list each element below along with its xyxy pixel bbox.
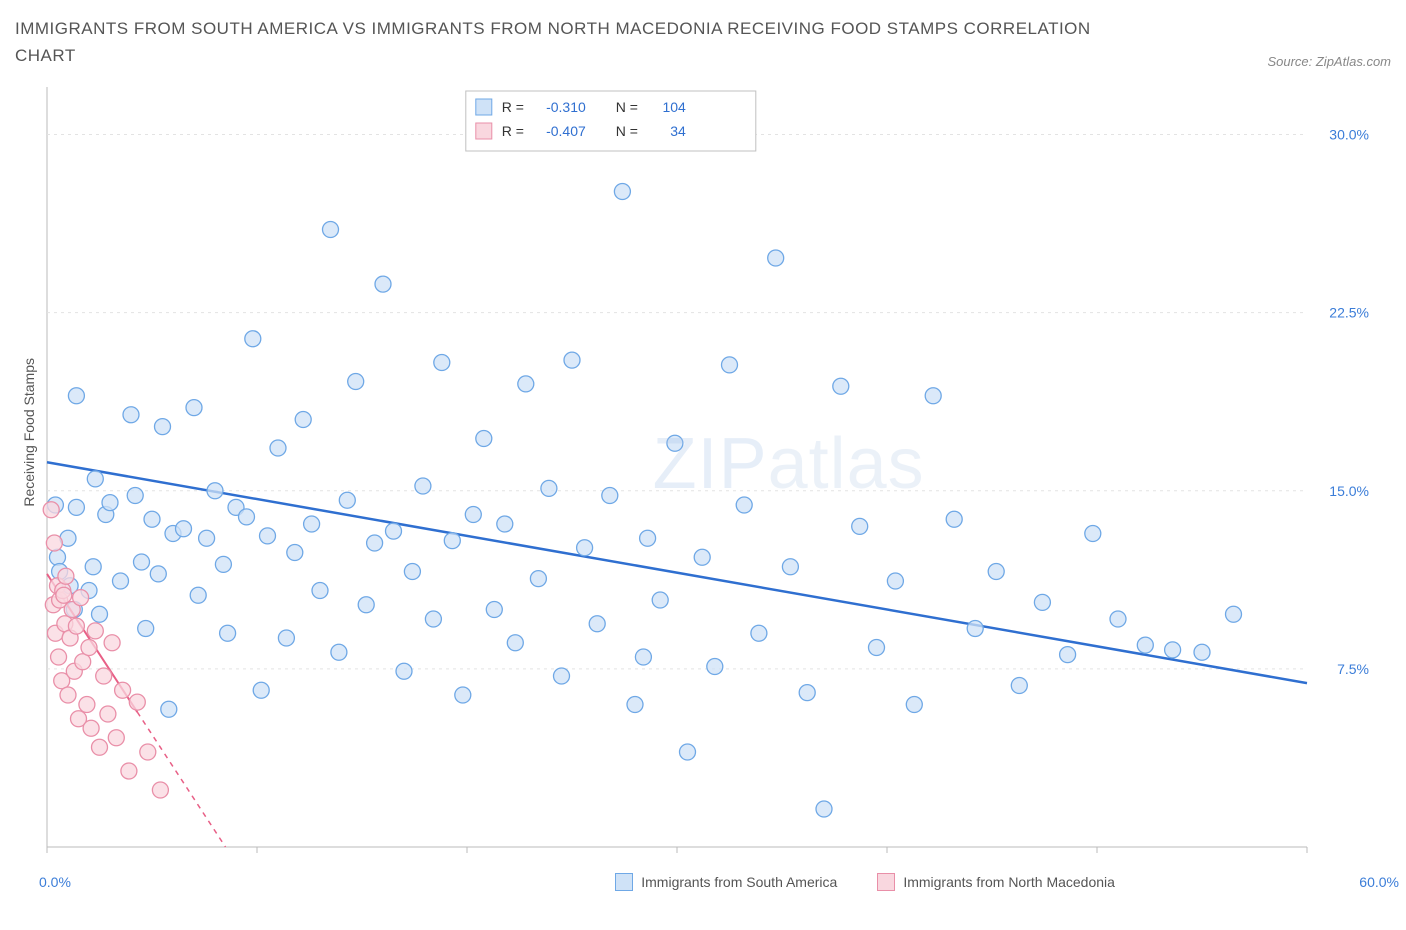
legend-swatch [615, 873, 633, 891]
svg-text:R =: R = [502, 99, 524, 115]
chart-title: IMMIGRANTS FROM SOUTH AMERICA VS IMMIGRA… [15, 15, 1115, 69]
x-axis-max-label: 60.0% [1359, 874, 1399, 890]
x-axis-min-label: 0.0% [39, 874, 71, 890]
bottom-axis-legend: 0.0% Immigrants from South AmericaImmigr… [35, 867, 1403, 891]
legend-item: Immigrants from South America [615, 873, 837, 891]
legend-swatch [877, 873, 895, 891]
chart-area: Receiving Food Stamps 7.5% 15.0% 22.5% 30.0… [15, 77, 1391, 867]
svg-text:-0.310: -0.310 [546, 99, 586, 115]
legend-item: Immigrants from North Macedonia [877, 873, 1115, 891]
legend-items: Immigrants from South America Immigrants … [615, 873, 1115, 891]
y-axis-label: Receiving Food Stamps [15, 358, 37, 507]
svg-text:34: 34 [670, 123, 686, 139]
scatter-plot: 7.5% 15.0% 22.5% 30.0% R = -0.310 N = 104 R = -0.… [37, 77, 1377, 867]
legend-label: Immigrants from North Macedonia [903, 874, 1115, 890]
svg-text:-0.407: -0.407 [546, 123, 586, 139]
legend-label: Immigrants from South America [641, 874, 837, 890]
svg-text:N =: N = [616, 123, 638, 139]
svg-text:R =: R = [502, 123, 524, 139]
svg-text:N =: N = [616, 99, 638, 115]
svg-text:22.5%: 22.5% [1329, 305, 1369, 321]
svg-text:104: 104 [662, 99, 686, 115]
svg-text:7.5%: 7.5% [1337, 661, 1369, 677]
source-attribution: Source: ZipAtlas.com [1267, 54, 1391, 69]
svg-text:30.0%: 30.0% [1329, 127, 1369, 143]
svg-text:15.0%: 15.0% [1329, 483, 1369, 499]
plot-container: 7.5% 15.0% 22.5% 30.0% R = -0.310 N = 104 R = -0.… [37, 77, 1377, 867]
chart-header: IMMIGRANTS FROM SOUTH AMERICA VS IMMIGRA… [15, 15, 1391, 69]
